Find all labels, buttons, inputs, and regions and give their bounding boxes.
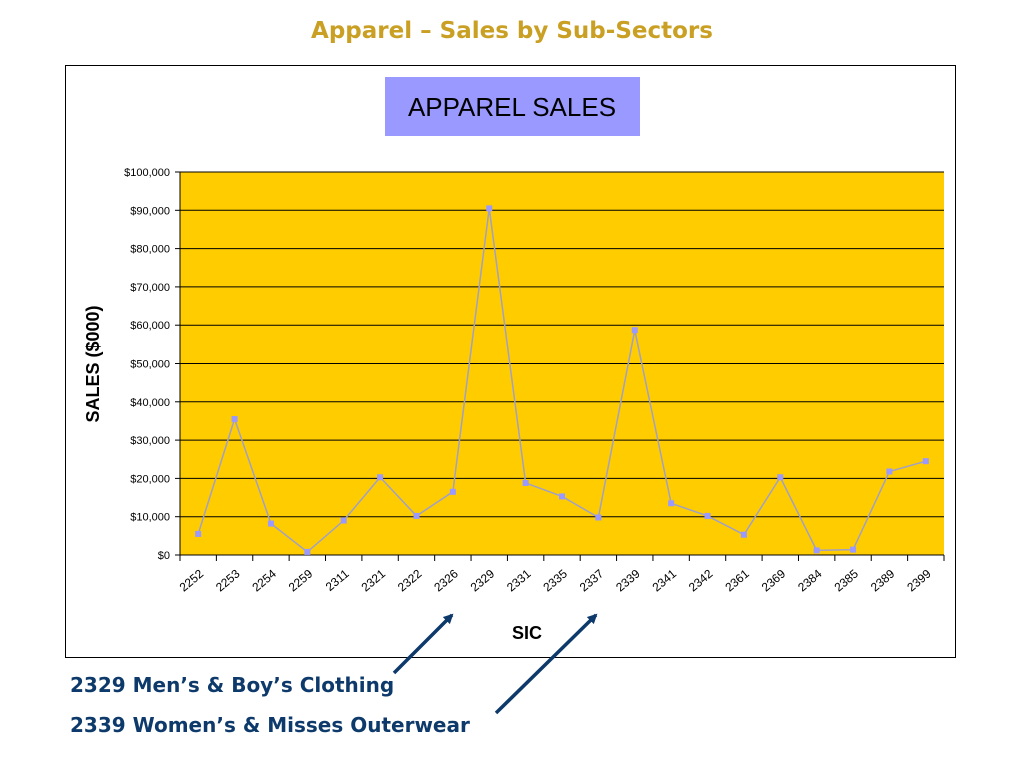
y-tick-label: $100,000: [124, 167, 170, 179]
data-point-2254: [267, 520, 274, 527]
y-tick-label: $40,000: [130, 397, 170, 409]
data-point-2341: [668, 500, 675, 507]
data-point-2331: [522, 479, 529, 486]
annotation-2339: 2339 Women’s & Misses Outerwear: [70, 713, 470, 737]
data-point-2399: [922, 458, 929, 465]
chart-title: APPAREL SALES: [408, 92, 616, 122]
y-tick-label: $20,000: [130, 473, 170, 485]
y-axis-title: SALES ($000): [83, 305, 103, 422]
arrow-2329: [392, 613, 454, 675]
data-point-2311: [340, 517, 347, 524]
chart-frame: APPAREL SALES $0 $10,000 $20,000 $30,000 $40…: [65, 65, 956, 658]
arrow-2339: [494, 613, 598, 715]
data-point-2369: [777, 474, 784, 481]
data-point-2342: [704, 512, 711, 519]
data-point-2389: [886, 468, 893, 475]
y-tick-label: $70,000: [130, 282, 170, 294]
data-point-2335: [559, 493, 565, 500]
y-tick-label: $10,000: [130, 512, 170, 524]
y-tick-label: $50,000: [130, 359, 170, 371]
apparel-sales-chart: APPAREL SALES $0 $10,000 $20,000 $30,000 $40…: [83, 77, 945, 643]
x-axis-title: SIC: [512, 623, 542, 643]
annotation-2329: 2329 Men’s & Boy’s Clothing: [70, 673, 395, 697]
chart-title-background: [385, 77, 640, 136]
y-tick-label: $90,000: [130, 205, 170, 217]
data-point-2337: [595, 514, 602, 521]
y-tick-label: $60,000: [130, 320, 170, 332]
slide-title: Apparel – Sales by Sub-Sectors: [311, 18, 713, 44]
data-point-2253: [231, 416, 238, 423]
data-point-2385: [850, 546, 857, 553]
y-tick-label: $0: [158, 550, 170, 562]
data-point-2384: [813, 547, 820, 554]
data-point-2329: [486, 205, 493, 212]
data-point-2322: [413, 512, 420, 519]
data-point-2361: [740, 531, 747, 538]
data-point-2339: [631, 327, 638, 334]
data-point-2326: [449, 488, 456, 495]
y-tick-label: $80,000: [130, 244, 170, 256]
y-tick-label: $30,000: [130, 435, 170, 447]
data-point-2321: [377, 474, 384, 481]
data-point-2259: [304, 548, 311, 555]
data-point-2252: [195, 530, 202, 537]
